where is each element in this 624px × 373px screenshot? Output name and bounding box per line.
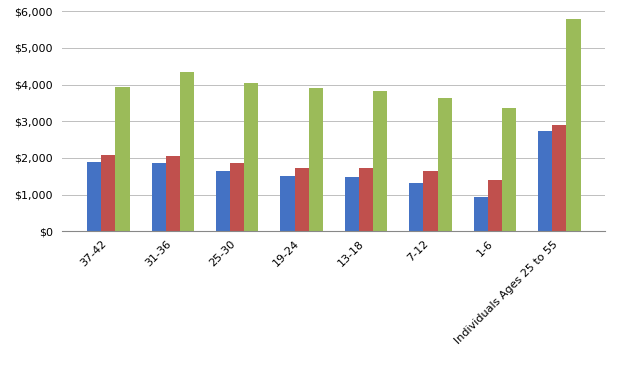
Bar	[152, 163, 166, 231]
Bar	[216, 171, 230, 231]
Bar	[437, 98, 452, 231]
Bar	[101, 156, 115, 231]
Bar	[280, 176, 295, 231]
Bar	[345, 177, 359, 231]
Bar	[295, 168, 309, 231]
Bar	[567, 19, 580, 231]
Bar	[230, 163, 244, 231]
Bar	[244, 83, 258, 231]
Bar	[538, 131, 552, 231]
Bar	[166, 156, 180, 231]
Bar	[87, 162, 101, 231]
Bar	[488, 180, 502, 231]
Bar	[502, 108, 516, 231]
Bar	[115, 87, 130, 231]
Bar	[552, 125, 567, 231]
Bar	[409, 183, 424, 231]
Bar	[373, 91, 388, 231]
Bar	[359, 168, 373, 231]
Bar	[474, 197, 488, 231]
Bar	[424, 172, 437, 231]
Bar	[309, 88, 323, 231]
Bar	[180, 72, 194, 231]
